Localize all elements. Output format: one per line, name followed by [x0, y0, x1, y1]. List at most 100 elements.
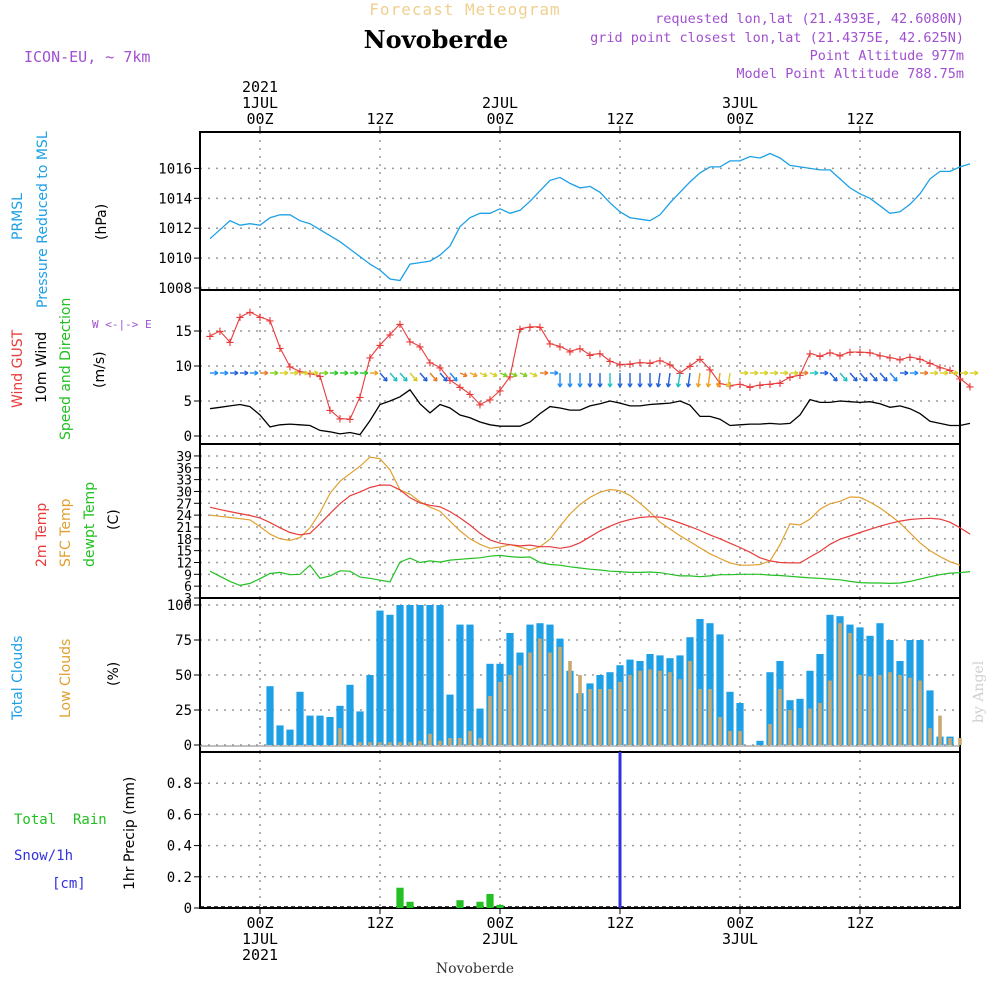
low-cloud-bar [648, 669, 652, 745]
wind-arrowhead [954, 370, 959, 376]
low-cloud-bar [818, 703, 822, 745]
rain-bar [396, 887, 404, 908]
wind-arrowhead [607, 383, 613, 388]
wind-arrowhead [764, 370, 769, 376]
total-cloud-bar [376, 610, 384, 745]
gust-marker: + [796, 368, 804, 384]
wind-arrowhead [432, 376, 438, 382]
low-cloud-bar [528, 652, 532, 745]
top-time-label: 2JUL [482, 94, 518, 112]
y-tick-label: 0.6 [167, 807, 192, 823]
wind-direction-arrow [657, 372, 661, 388]
clouds-unit-label: (%) [106, 662, 122, 686]
wind-direction-arrow [667, 372, 671, 388]
low-cloud-bar [908, 677, 912, 745]
gust-marker: + [206, 329, 214, 345]
wind-arrowhead [502, 372, 508, 378]
gust-marker: + [726, 379, 734, 395]
top-time-label: 2021 [242, 78, 278, 96]
gust-marker: + [596, 346, 604, 362]
total-cloud-bar [766, 672, 774, 745]
wind-direction-arrow [439, 372, 448, 382]
y-tick-label: 27 [176, 497, 192, 512]
low-cloud-bar [778, 689, 782, 745]
y-tick-label: 9 [184, 568, 192, 583]
low-cloud-bar [468, 731, 472, 745]
precip-panel-labels: Total Rain Snow/1h [cm] 1hr Precip (mm) [14, 777, 138, 892]
wind-arrowhead [904, 370, 909, 376]
temp-sfc-label: SFC Temp [58, 498, 74, 567]
clouds-panel-labels: Total Clouds Low Clouds (%) [10, 636, 122, 721]
sfc-temp-line [209, 456, 961, 566]
wind-arrowhead [814, 370, 819, 376]
wind-arrowhead [554, 370, 559, 376]
y-tick-label: 36 [176, 462, 192, 477]
low-cloud-bar [828, 680, 832, 745]
wind-arrowhead [402, 376, 408, 382]
low-cloud-bar [608, 689, 612, 745]
gust-marker: + [916, 352, 924, 368]
low-cloud-bar [358, 742, 362, 745]
total-cloud-bar [826, 614, 834, 745]
wind-arrowhead [842, 376, 848, 382]
low-cloud-bar [498, 682, 502, 745]
wind-arrowhead [532, 372, 538, 378]
bottom-time-label: 2JUL [482, 930, 518, 948]
low-cloud-bar [878, 675, 882, 745]
rain-bar [476, 901, 484, 908]
wind-arrowhead [264, 370, 269, 376]
low-cloud-bar [948, 738, 952, 745]
y-tick-label: 12 [176, 556, 192, 571]
low-cloud-bar [438, 740, 442, 745]
gust-marker: + [636, 356, 644, 372]
low-cloud-bar [568, 661, 572, 745]
low-cloud-bar [658, 670, 662, 745]
low-cloud-bar [958, 738, 962, 745]
y-tick-label: 25 [175, 703, 192, 719]
wind-10m-label: 10m Wind [34, 332, 50, 403]
low-clouds-label: Low Clouds [58, 639, 74, 718]
wind-direction-arrow [869, 372, 878, 382]
gust-marker: + [266, 314, 274, 330]
gust-marker: + [616, 358, 624, 374]
model-altitude: Model Point Altitude 788.75m [736, 66, 964, 82]
wind-arrowhead [744, 370, 749, 376]
gust-marker: + [746, 380, 754, 396]
low-cloud-bar [678, 679, 682, 745]
wind-arrowhead [617, 383, 623, 388]
total-cloud-bar [286, 729, 294, 745]
bottom-time-label: 00Z [246, 914, 273, 932]
wind-arrowhead [512, 372, 518, 378]
total-cloud-bar [436, 605, 444, 745]
low-cloud-bar [538, 638, 542, 745]
low-cloud-bar [338, 728, 342, 745]
wind-arrowhead [804, 370, 809, 376]
y-tick-label: 1014 [158, 191, 192, 207]
wind-arrowhead [675, 383, 682, 388]
wind-direction-arrow [409, 372, 418, 382]
wind-direction-arrow [379, 372, 388, 382]
low-cloud-bar [588, 689, 592, 745]
y-tick-label: 1008 [158, 281, 192, 297]
wind-arrowhead [224, 370, 229, 376]
wind-arrowhead [882, 376, 888, 382]
low-cloud-bar [478, 738, 482, 745]
low-cloud-bar [808, 708, 812, 745]
gust-marker: + [946, 363, 954, 379]
low-cloud-bar [668, 672, 672, 745]
10m-wind-line [209, 388, 971, 436]
wind-arrowhead [637, 383, 643, 388]
precip-frame [199, 751, 961, 909]
y-tick-label: 18 [176, 533, 192, 548]
wind-arrowhead [374, 370, 379, 376]
wind-arrowhead [392, 376, 398, 382]
gust-marker: + [606, 354, 614, 370]
gust-marker: + [956, 372, 964, 388]
app-title: Forecast Meteogram [369, 0, 560, 19]
low-cloud-bar [578, 675, 582, 745]
gust-marker: + [466, 387, 474, 403]
wind-direction-arrow [879, 372, 888, 382]
top-time-label: 00Z [726, 110, 753, 128]
temp-2m-label: 2m Temp [34, 503, 50, 567]
total-cloud-bar [306, 715, 314, 745]
